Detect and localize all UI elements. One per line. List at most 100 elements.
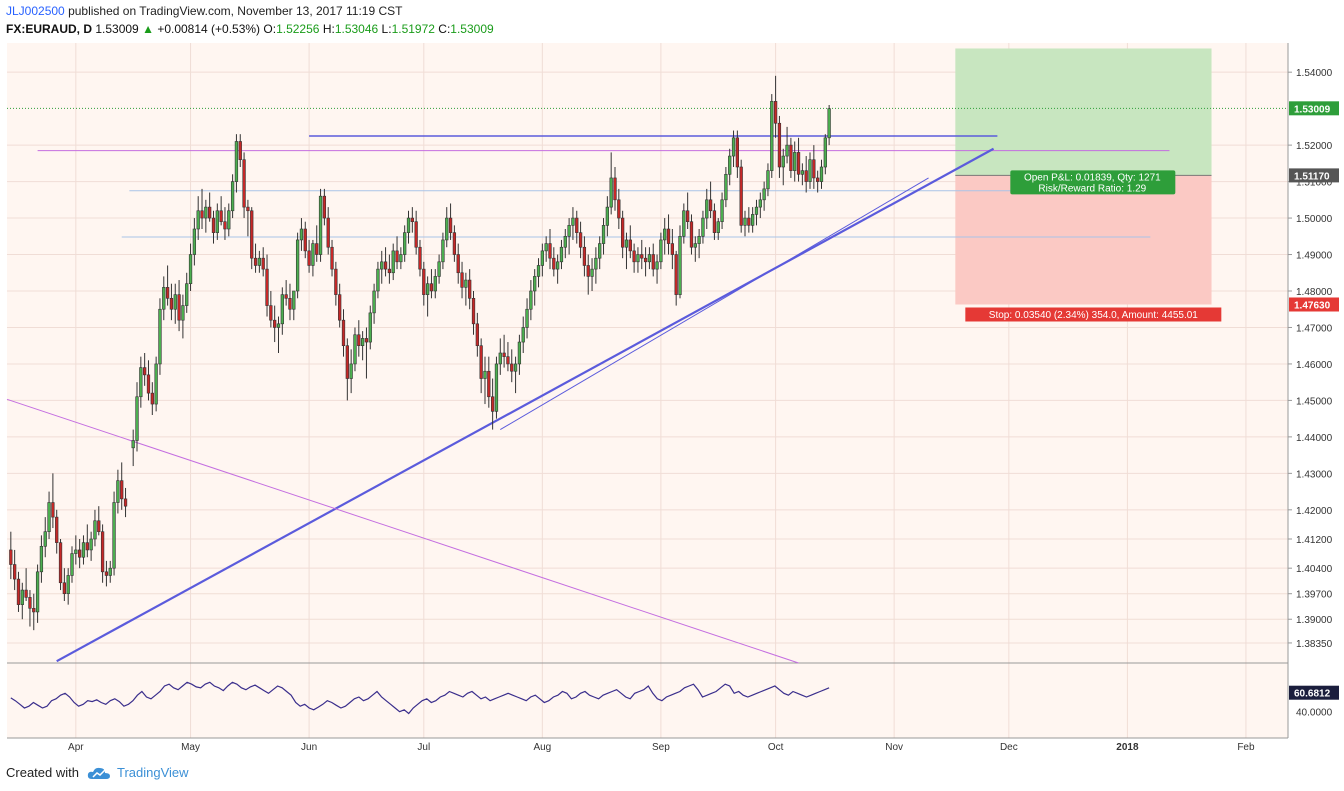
candle-body <box>349 363 353 379</box>
candle-body <box>422 268 426 295</box>
candle-body <box>800 170 805 175</box>
candle-body <box>406 217 411 233</box>
candle-body <box>368 312 372 343</box>
candle-body <box>689 221 694 248</box>
stop-label: Stop: 0.03540 (2.34%) 354.0, Amount: 445… <box>989 310 1198 321</box>
candle-body <box>196 210 200 230</box>
candle-body <box>445 217 449 241</box>
candle-body <box>663 228 667 241</box>
candle-body <box>758 199 762 208</box>
created-with-label: Created with <box>6 765 79 780</box>
y-tick-label: 1.49000 <box>1296 251 1333 262</box>
x-tick-label: Aug <box>533 742 551 753</box>
candle-body <box>200 210 204 219</box>
candle-body <box>143 367 147 376</box>
candle-body <box>643 257 648 263</box>
candle-body <box>380 261 384 270</box>
candle-body <box>751 214 755 226</box>
candle-body <box>51 502 55 518</box>
candle-body <box>284 294 288 299</box>
trendline-downtrend <box>6 398 799 664</box>
candle-body <box>104 571 109 576</box>
candle-body <box>395 250 399 263</box>
candle-body <box>735 137 739 168</box>
candle-body <box>322 195 327 219</box>
candle-body <box>651 254 655 270</box>
footer: Created with TradingView <box>6 765 189 780</box>
candle-body <box>548 243 552 259</box>
candle-body <box>712 210 717 233</box>
candle-body <box>479 345 483 379</box>
long-position-tool[interactable] <box>955 48 1212 305</box>
candle-body <box>789 144 793 171</box>
candle-body <box>464 279 468 288</box>
y-tick-label: 1.41200 <box>1296 535 1333 546</box>
candle-body <box>513 363 518 372</box>
x-tick-label: 2018 <box>1116 742 1139 753</box>
candle-body <box>529 290 533 310</box>
candle-body <box>647 254 652 263</box>
candle-body <box>13 564 17 580</box>
candle-body <box>433 276 437 292</box>
candle-body <box>819 166 824 182</box>
tradingview-link[interactable]: TradingView <box>116 765 189 780</box>
candle-body <box>567 225 571 237</box>
candle-body <box>131 440 135 449</box>
candle-body <box>181 305 185 321</box>
candle-body <box>299 228 304 241</box>
candle-body <box>670 243 674 255</box>
candle-body <box>364 338 369 343</box>
open-label: O: <box>263 22 277 36</box>
candle-body <box>705 199 709 219</box>
candle-body <box>590 268 594 277</box>
candle-body <box>747 217 751 226</box>
candle-body <box>437 261 441 277</box>
candle-body <box>292 290 296 310</box>
loss-zone <box>955 175 1212 305</box>
candle-body <box>414 221 418 248</box>
candle-body <box>288 297 292 310</box>
candle-body <box>823 137 827 168</box>
candle-body <box>468 279 472 299</box>
close-value: 1.53009 <box>450 22 494 36</box>
candle-body <box>556 261 560 270</box>
profit-zone <box>955 48 1212 176</box>
candle-body <box>525 308 529 328</box>
candle-body <box>250 210 254 259</box>
candle-body <box>724 173 728 201</box>
price-tag-label: 1.47630 <box>1294 300 1331 311</box>
rsi-panel-frame <box>7 663 1288 738</box>
candle-body <box>150 392 154 405</box>
drawings[interactable] <box>6 107 1288 664</box>
change-arrow-icon: ▲ <box>142 22 154 36</box>
low-label: L: <box>381 22 392 36</box>
candle-body <box>636 254 640 263</box>
price-chart[interactable]: 1.54000 1.52000 1.51000 1.50000 1.49000 1.480… <box>0 0 1344 760</box>
candle-body <box>582 246 587 266</box>
candle-body <box>9 549 13 565</box>
candle-body <box>334 268 338 295</box>
candle-body <box>812 159 816 179</box>
y-tick-label: 1.48000 <box>1296 287 1333 298</box>
candle-body <box>804 170 808 182</box>
candle-body <box>682 210 686 237</box>
candle-body <box>429 283 434 292</box>
candle-body <box>326 217 330 248</box>
last-price: 1.53009 <box>95 22 139 36</box>
candle-body <box>456 254 460 274</box>
candle-body <box>701 217 705 237</box>
candle-body <box>246 206 250 212</box>
candle-body <box>372 290 376 314</box>
x-tick-label: Jul <box>417 742 430 753</box>
candle-body <box>563 235 567 248</box>
candle-body <box>173 294 177 310</box>
candle-body <box>223 221 227 230</box>
candle-body <box>177 294 181 321</box>
candle-body <box>559 246 564 263</box>
author-link[interactable]: JLJ002500 <box>6 4 65 18</box>
candle-body <box>295 239 300 292</box>
candle-body <box>85 542 89 551</box>
candle-body <box>517 341 522 365</box>
candle-body <box>731 137 736 157</box>
x-tick-label: Dec <box>1000 742 1018 753</box>
